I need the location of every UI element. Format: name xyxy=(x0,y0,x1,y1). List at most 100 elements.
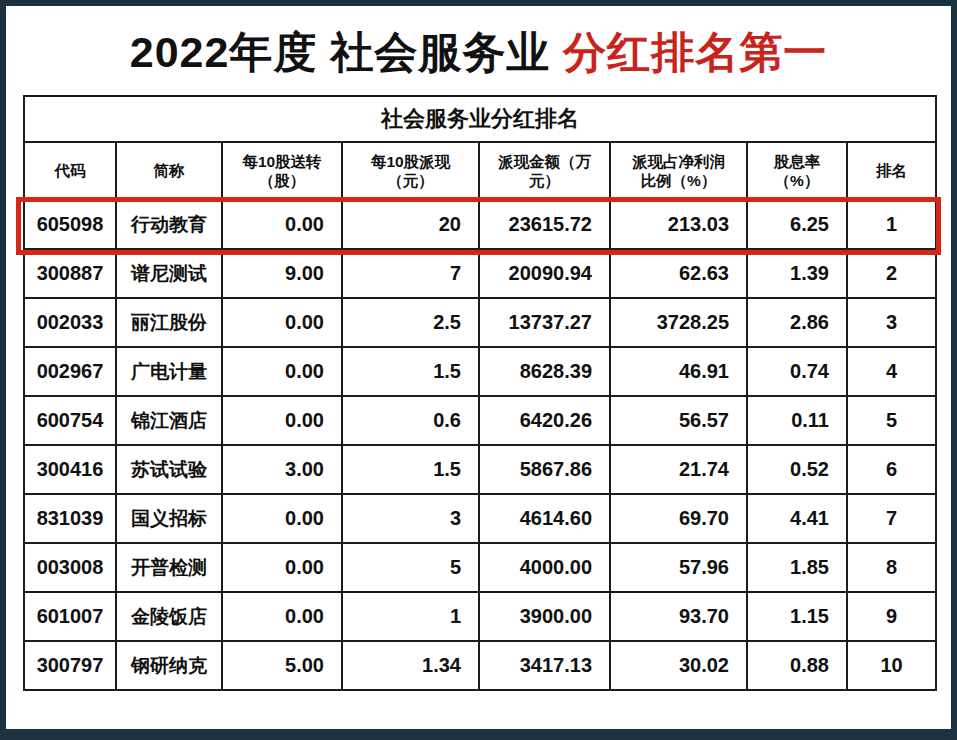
table-cell: 21.74 xyxy=(610,445,747,494)
table-row: 831039国义招标0.0034614.6069.704.417 xyxy=(24,494,936,543)
table-cell: 46.91 xyxy=(610,347,747,396)
table-cell: 苏试试验 xyxy=(116,445,222,494)
table-cell: 谱尼测试 xyxy=(116,249,222,298)
table-cell: 0.6 xyxy=(342,396,479,445)
ranking-table: 社会服务业分红排名 代码简称每10股送转 （股）每10股派现 （元）派现金额（万… xyxy=(23,95,937,691)
table-cell: 行动教育 xyxy=(116,200,222,249)
table-cell: 300797 xyxy=(24,641,116,690)
table-cell: 20090.94 xyxy=(479,249,610,298)
table-cell: 8 xyxy=(847,543,936,592)
table-cell: 1.5 xyxy=(342,445,479,494)
table-row: 300797钢研纳克5.001.343417.1330.020.8810 xyxy=(24,641,936,690)
table-cell: 56.57 xyxy=(610,396,747,445)
table-row: 002033丽江股份0.002.513737.273728.252.863 xyxy=(24,298,936,347)
table-cell: 0.00 xyxy=(222,543,342,592)
table-row: 300887谱尼测试9.00720090.9462.631.392 xyxy=(24,249,936,298)
table-cell: 2 xyxy=(847,249,936,298)
table-cell: 9 xyxy=(847,592,936,641)
table-cell: 锦江酒店 xyxy=(116,396,222,445)
column-header: 每10股送转 （股） xyxy=(222,142,342,200)
table-cell: 6.25 xyxy=(747,200,847,249)
table-cell: 600754 xyxy=(24,396,116,445)
table-cell: 831039 xyxy=(24,494,116,543)
table-cell: 丽江股份 xyxy=(116,298,222,347)
table-cell: 5.00 xyxy=(222,641,342,690)
table-cell: 605098 xyxy=(24,200,116,249)
table-cell: 钢研纳克 xyxy=(116,641,222,690)
table-cell: 23615.72 xyxy=(479,200,610,249)
table-cell: 3 xyxy=(847,298,936,347)
table-cell: 0.00 xyxy=(222,200,342,249)
table-cell: 9.00 xyxy=(222,249,342,298)
table-row-highlighted: 605098行动教育0.002023615.72213.036.251 xyxy=(24,200,936,249)
table-cell: 金陵饭店 xyxy=(116,592,222,641)
table-cell: 1.15 xyxy=(747,592,847,641)
table-cell: 6420.26 xyxy=(479,396,610,445)
table-cell: 13737.27 xyxy=(479,298,610,347)
table-cell: 601007 xyxy=(24,592,116,641)
table-row: 601007金陵饭店0.0013900.0093.701.159 xyxy=(24,592,936,641)
column-header: 派现金额（万 元） xyxy=(479,142,610,200)
table-cell: 7 xyxy=(342,249,479,298)
table-cell: 1.85 xyxy=(747,543,847,592)
table-title: 社会服务业分红排名 xyxy=(24,96,936,142)
table-cell: 0.00 xyxy=(222,298,342,347)
table-cell: 002967 xyxy=(24,347,116,396)
table-cell: 1.39 xyxy=(747,249,847,298)
table-cell: 5 xyxy=(847,396,936,445)
table-cell: 4 xyxy=(847,347,936,396)
table-cell: 0.88 xyxy=(747,641,847,690)
table-cell: 0.74 xyxy=(747,347,847,396)
table-cell: 0.00 xyxy=(222,347,342,396)
table-cell: 0.11 xyxy=(747,396,847,445)
table-cell: 300887 xyxy=(24,249,116,298)
table-cell: 国义招标 xyxy=(116,494,222,543)
column-header: 每10股派现 （元） xyxy=(342,142,479,200)
table-cell: 7 xyxy=(847,494,936,543)
column-header: 股息率 （%） xyxy=(747,142,847,200)
column-header: 排名 xyxy=(847,142,936,200)
column-header: 代码 xyxy=(24,142,116,200)
table-cell: 69.70 xyxy=(610,494,747,543)
column-header: 简称 xyxy=(116,142,222,200)
table-body: 605098行动教育0.002023615.72213.036.25130088… xyxy=(24,200,936,690)
table-cell: 4000.00 xyxy=(479,543,610,592)
table-cell: 62.63 xyxy=(610,249,747,298)
table-row: 002967广电计量0.001.58628.3946.910.744 xyxy=(24,347,936,396)
table-cell: 300416 xyxy=(24,445,116,494)
table-cell: 5867.86 xyxy=(479,445,610,494)
table-cell: 0.00 xyxy=(222,592,342,641)
table-cell: 3417.13 xyxy=(479,641,610,690)
table-cell: 开普检测 xyxy=(116,543,222,592)
table-cell: 3.00 xyxy=(222,445,342,494)
table-cell: 1 xyxy=(847,200,936,249)
table-cell: 30.02 xyxy=(610,641,747,690)
table-row: 600754锦江酒店0.000.66420.2656.570.115 xyxy=(24,396,936,445)
table-cell: 57.96 xyxy=(610,543,747,592)
table-cell: 93.70 xyxy=(610,592,747,641)
table-cell: 10 xyxy=(847,641,936,690)
page-title-black: 2022年度 社会服务业 xyxy=(130,28,564,76)
table-cell: 1.5 xyxy=(342,347,479,396)
page-title: 2022年度 社会服务业 分红排名第一 xyxy=(6,24,951,82)
table-cell: 20 xyxy=(342,200,479,249)
page-frame: 2022年度 社会服务业 分红排名第一 社会服务业分红排名 代码简称每10股送转… xyxy=(0,0,957,740)
table-cell: 1.34 xyxy=(342,641,479,690)
table-cell: 广电计量 xyxy=(116,347,222,396)
table-cell: 0.52 xyxy=(747,445,847,494)
table-cell: 2.86 xyxy=(747,298,847,347)
table-cell: 002033 xyxy=(24,298,116,347)
table-cell: 5 xyxy=(342,543,479,592)
table-cell: 4.41 xyxy=(747,494,847,543)
table-row: 300416苏试试验3.001.55867.8621.740.526 xyxy=(24,445,936,494)
table-row: 003008开普检测0.0054000.0057.961.858 xyxy=(24,543,936,592)
table-cell: 0.00 xyxy=(222,494,342,543)
column-header: 派现占净利润 比例（%） xyxy=(610,142,747,200)
table-cell: 003008 xyxy=(24,543,116,592)
table-header-row: 代码简称每10股送转 （股）每10股派现 （元）派现金额（万 元）派现占净利润 … xyxy=(24,142,936,200)
table-cell: 0.00 xyxy=(222,396,342,445)
table-cell: 1 xyxy=(342,592,479,641)
table-cell: 4614.60 xyxy=(479,494,610,543)
table-cell: 3728.25 xyxy=(610,298,747,347)
table-cell: 3900.00 xyxy=(479,592,610,641)
